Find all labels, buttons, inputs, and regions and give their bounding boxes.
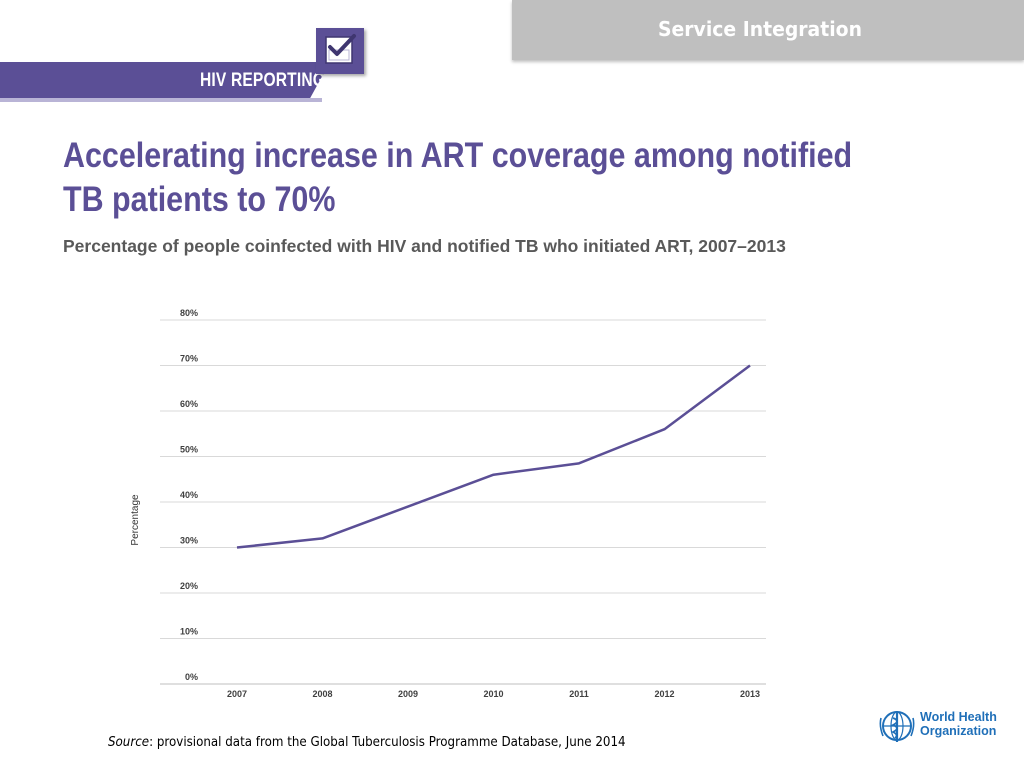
x-tick-label: 2010 <box>483 689 503 699</box>
y-tick-label: 60% <box>180 399 198 409</box>
source-label: Source <box>108 734 150 750</box>
x-tick-label: 2012 <box>654 689 674 699</box>
art-coverage-line-chart: 0% 10% 20% 30% 40% 50% 60% 70% 80% 2007 2008 2009 2… <box>130 308 766 699</box>
program-label: HIV REPORTING <box>200 70 326 91</box>
checkbox-icon <box>316 28 364 74</box>
x-tick-label: 2008 <box>312 689 332 699</box>
y-tick-label: 30% <box>180 536 198 546</box>
program-banner-underline <box>0 98 322 102</box>
who-emblem-icon <box>879 711 915 742</box>
y-tick-label: 0% <box>185 672 198 682</box>
who-name-line1: World Health <box>920 710 997 724</box>
section-tab: Service Integration <box>512 0 1024 60</box>
y-tick-label: 40% <box>180 490 198 500</box>
x-tick-label: 2011 <box>569 689 589 699</box>
source-text: : provisional data from the Global Tuber… <box>149 734 626 750</box>
who-logo: World Health Organization <box>878 708 998 744</box>
section-label: Service Integration <box>658 17 862 41</box>
who-name: World Health Organization <box>920 710 997 738</box>
who-name-line2: Organization <box>920 724 997 738</box>
y-tick-label: 50% <box>180 445 198 455</box>
x-tick-label: 2013 <box>740 689 760 699</box>
y-axis-label: Percentage <box>130 494 141 546</box>
y-tick-label: 80% <box>180 308 198 318</box>
slide-title: Accelerating increase in ART coverage am… <box>63 136 853 219</box>
x-tick-label: 2009 <box>398 689 418 699</box>
source-note: Source: provisional data from the Global… <box>108 734 626 750</box>
slide-subtitle: Percentage of people coinfected with HIV… <box>63 236 786 256</box>
y-tick-label: 20% <box>180 581 198 591</box>
x-tick-label: 2007 <box>227 689 247 699</box>
y-tick-label: 10% <box>180 627 198 637</box>
y-tick-label: 70% <box>180 354 198 364</box>
program-banner <box>0 62 330 98</box>
